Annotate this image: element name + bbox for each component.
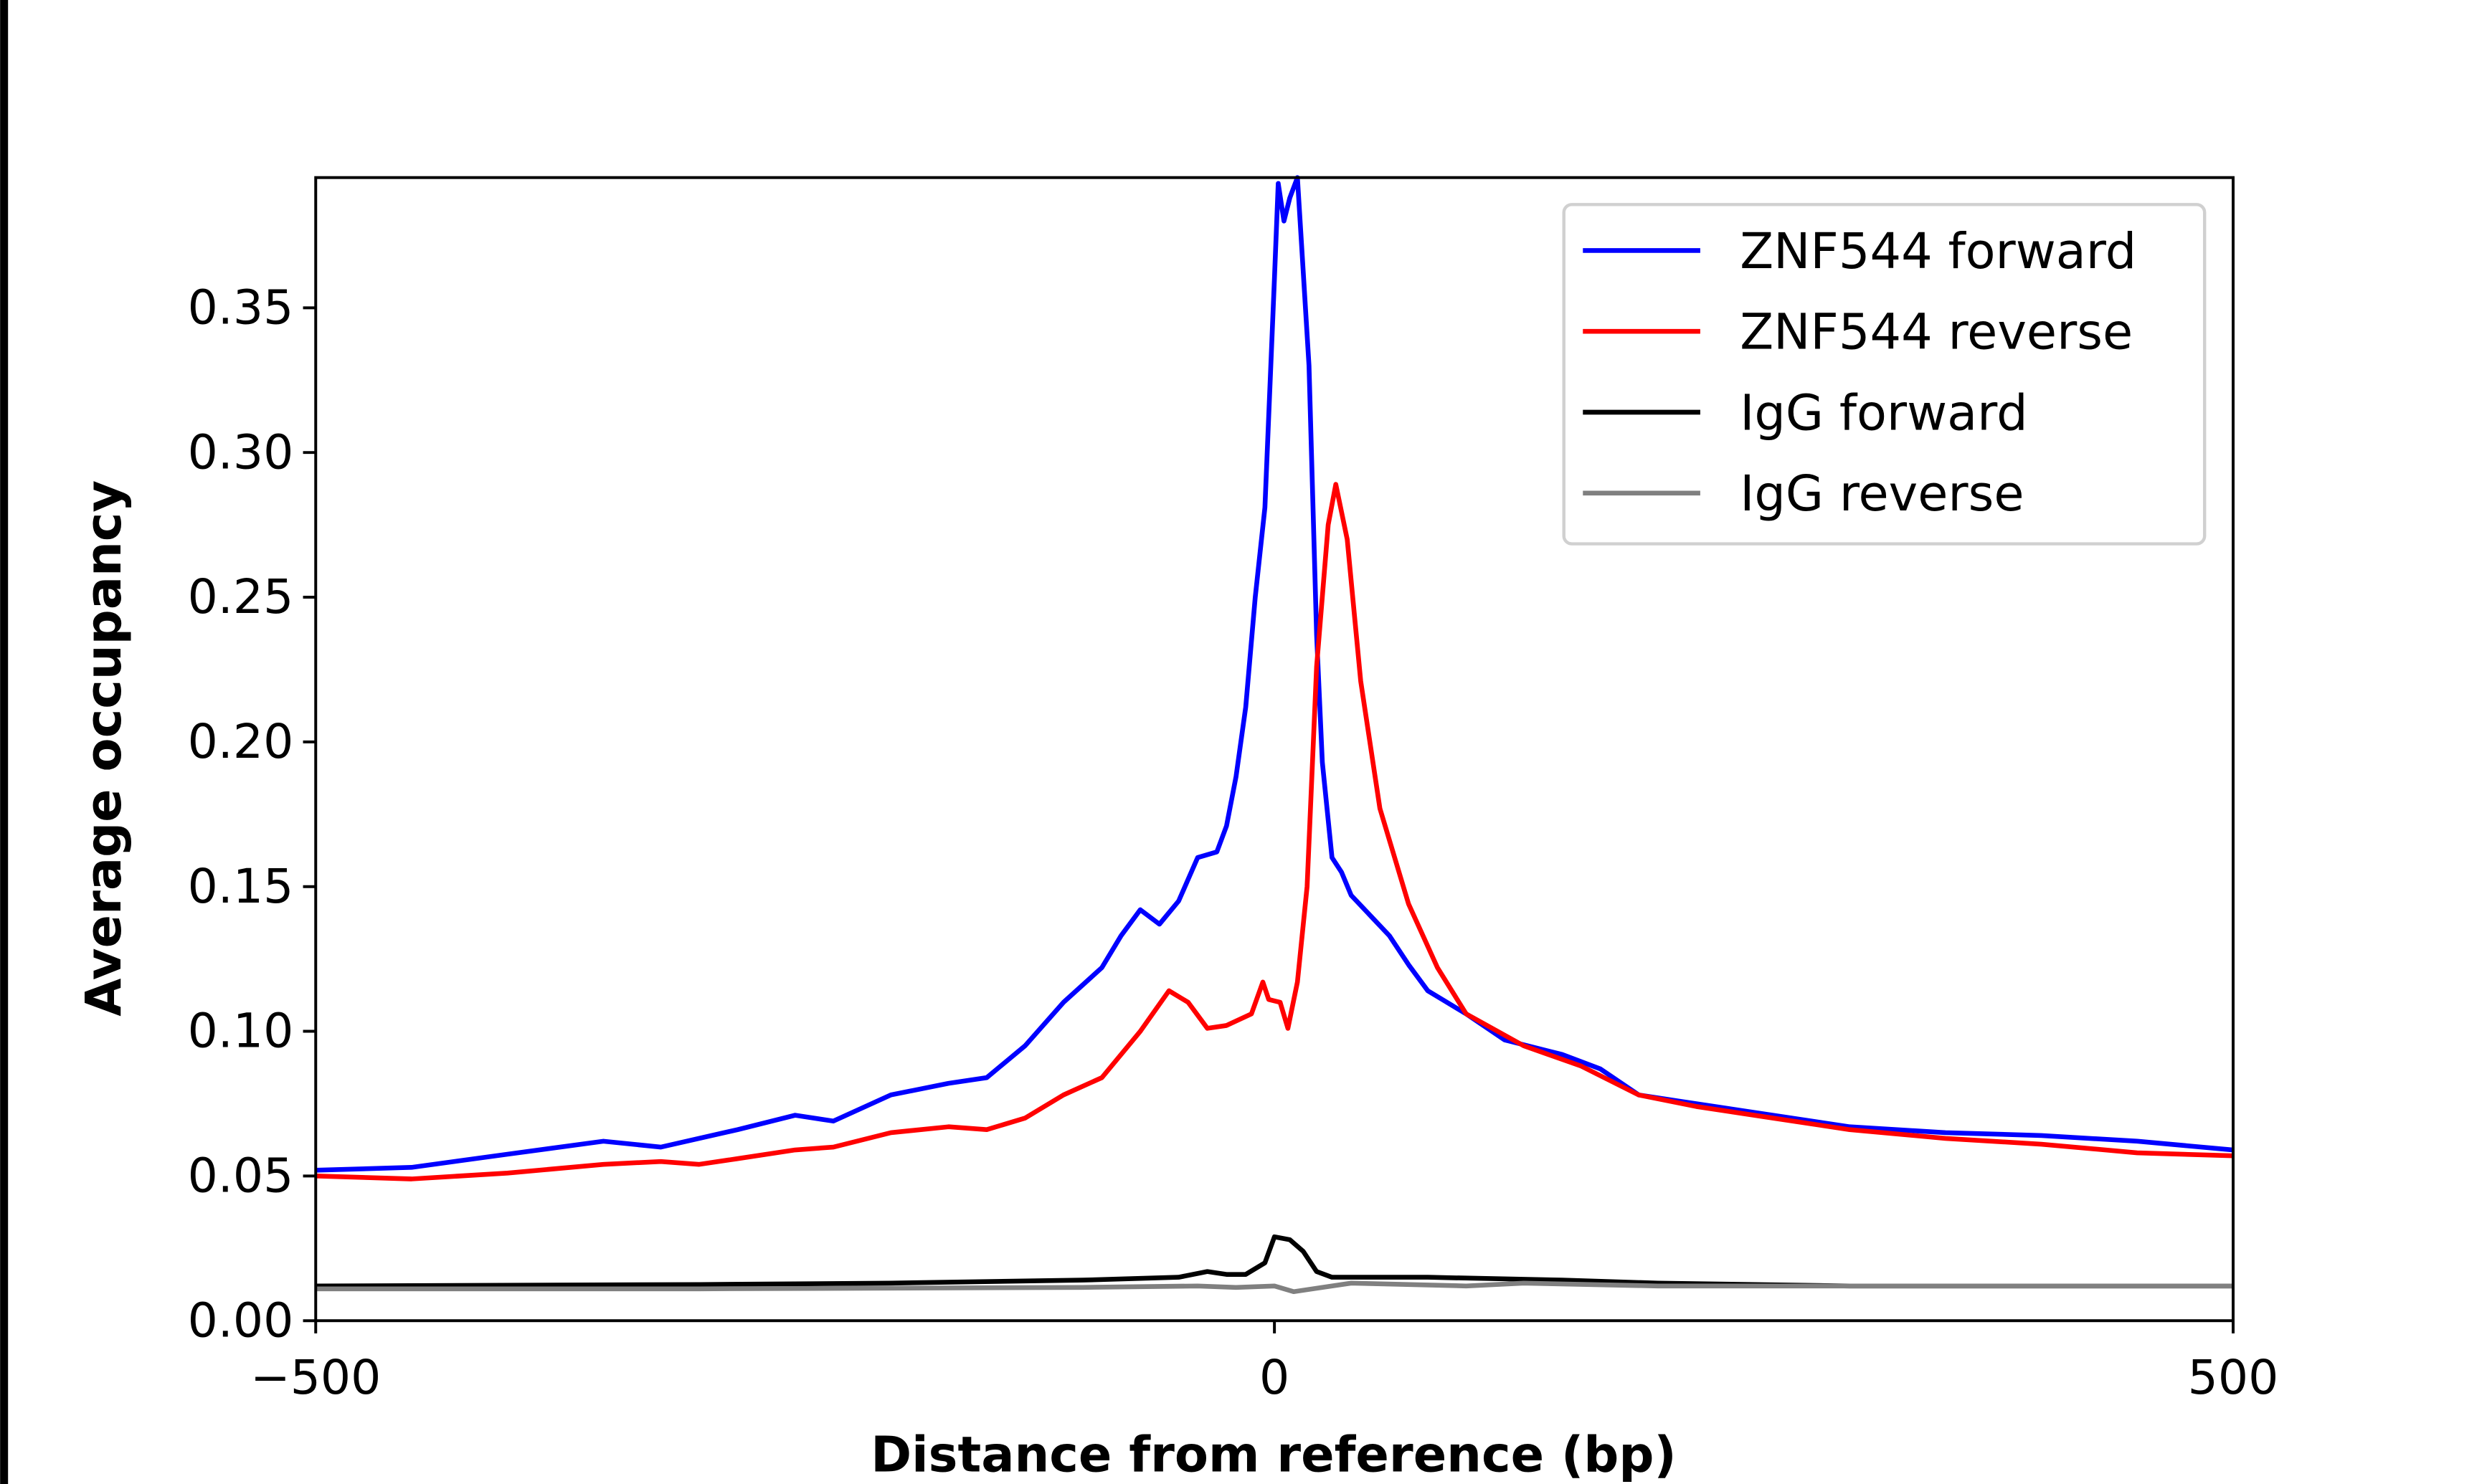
series-lines <box>316 175 2234 1295</box>
series-line-igg-forward <box>316 1234 2234 1289</box>
series-line-znf544-forward <box>316 175 2234 1173</box>
x-tick-label: −500 <box>250 1349 381 1405</box>
series-line-igg-reverse <box>316 1280 2234 1295</box>
y-tick-label: 0.00 <box>188 1292 294 1348</box>
x-axis: −500 0 500 <box>250 1321 2278 1405</box>
y-tick-label: 0.25 <box>188 569 294 624</box>
legend-label: IgG reverse <box>1740 465 2024 523</box>
y-tick-label: 0.30 <box>188 424 294 480</box>
y-axis-label: Average occupancy <box>75 480 133 1017</box>
x-axis-label: Distance from reference (bp) <box>871 1426 1677 1483</box>
x-tick-label: 0 <box>1259 1349 1289 1405</box>
y-tick-label: 0.35 <box>188 279 294 335</box>
legend: ZNF544 forward ZNF544 reverse IgG forward I… <box>1562 203 2207 546</box>
legend-label: ZNF544 reverse <box>1740 304 2133 361</box>
y-tick-label: 0.15 <box>188 858 294 914</box>
series-line-znf544-reverse <box>316 482 2234 1181</box>
x-tick-label: 500 <box>2188 1349 2279 1405</box>
legend-label: IgG forward <box>1740 384 2027 442</box>
legend-box <box>1562 203 2207 546</box>
left-border <box>0 0 9 1484</box>
y-tick-label: 0.20 <box>188 713 294 769</box>
y-tick-label: 0.10 <box>188 1003 294 1059</box>
y-tick-label: 0.05 <box>188 1147 294 1203</box>
legend-label: ZNF544 forward <box>1740 223 2136 280</box>
y-axis: 0.00 0.05 0.10 0.15 0.20 0.25 0.30 0.35 <box>188 279 316 1348</box>
